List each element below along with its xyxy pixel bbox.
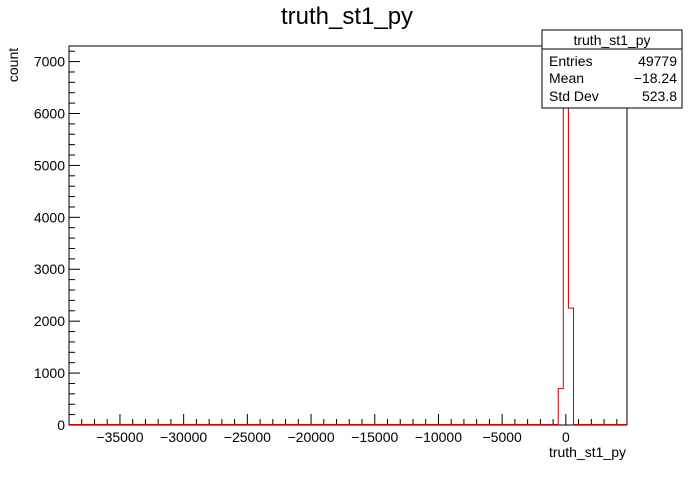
x-tick-label: −25000 [224, 429, 271, 445]
y-axis: 0 1000 2000 3000 4000 5000 6000 7000 [34, 50, 80, 433]
x-axis: −35000 −30000 −25000 −20000 −15000 −10000 −500… [68, 414, 618, 445]
y-axis-label: count [5, 48, 21, 82]
histogram-outline [557, 61, 574, 425]
stats-mean-value: −18.24 [634, 70, 677, 86]
stats-stddev-label: Std Dev [549, 88, 599, 104]
x-tick-label: −20000 [288, 429, 335, 445]
histogram-bin [558, 389, 563, 425]
x-tick-label: −30000 [160, 429, 207, 445]
x-tick-label: 0 [562, 429, 570, 445]
x-tick-label: −5000 [482, 429, 522, 445]
chart-title: truth_st1_py [281, 3, 413, 30]
stats-box-frame [541, 29, 683, 109]
x-tick-label: −15000 [351, 429, 398, 445]
stats-mean-label: Mean [549, 70, 584, 86]
y-tick-label: 3000 [34, 261, 65, 277]
histogram-series [69, 61, 627, 425]
x-axis-label: truth_st1_py [549, 444, 626, 460]
stats-stddev-value: 523.8 [642, 88, 677, 104]
y-tick-label: 6000 [34, 105, 65, 121]
histogram-bin [563, 62, 568, 425]
stats-box: truth_st1_py Entries 49779 Mean −18.24 S… [541, 29, 683, 109]
y-tick-label: 4000 [34, 209, 65, 225]
stats-entries-value: 49779 [638, 53, 677, 69]
y-tick-label: 1000 [34, 365, 65, 381]
stats-entries-label: Entries [549, 53, 593, 69]
y-tick-label: 7000 [34, 54, 65, 70]
y-tick-label: 2000 [34, 313, 65, 329]
histogram-bin [568, 308, 573, 425]
y-tick-label: 0 [57, 417, 65, 433]
y-tick-label: 5000 [34, 157, 65, 173]
x-tick-label: −10000 [415, 429, 462, 445]
stats-box-title: truth_st1_py [573, 32, 650, 48]
x-tick-label: −35000 [96, 429, 143, 445]
